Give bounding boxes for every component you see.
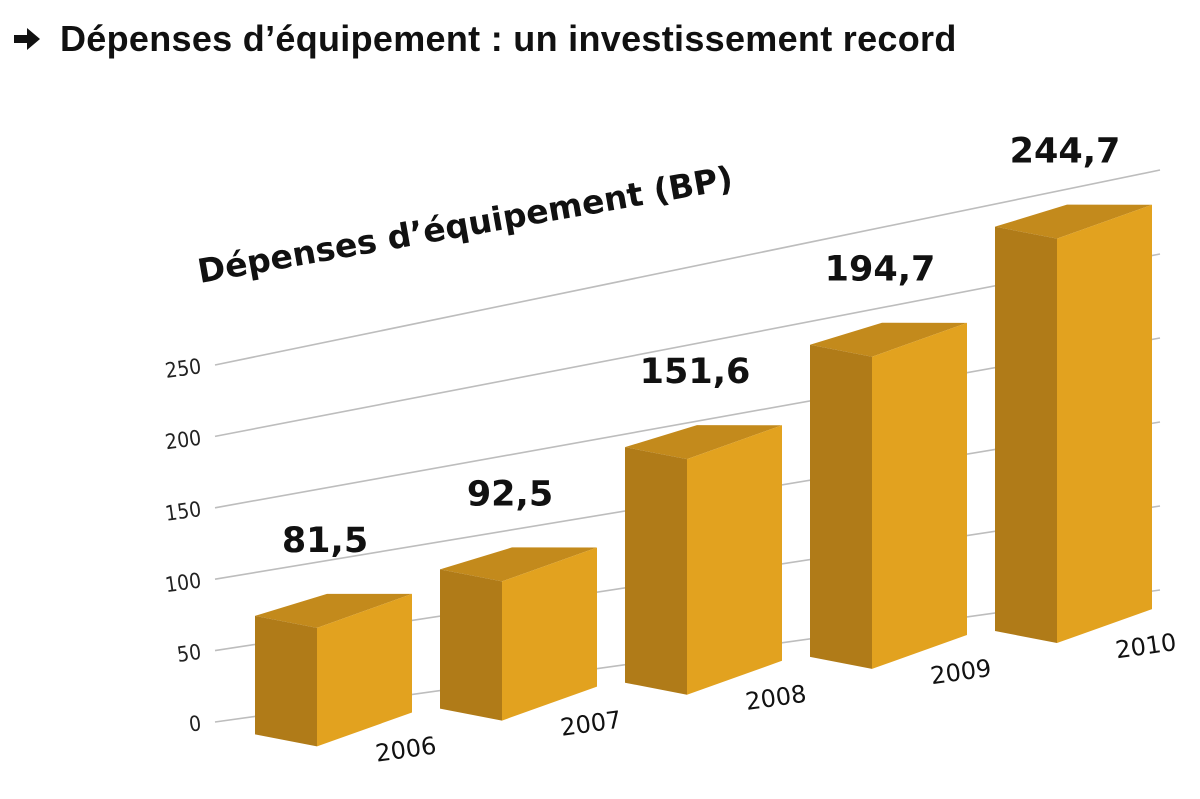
page-title: Dépenses d’équipement : un investissemen… <box>60 18 957 59</box>
value-label: 244,7 <box>1010 132 1121 172</box>
bar-front <box>872 322 967 669</box>
bar-front <box>502 547 597 721</box>
right-arrow-icon <box>12 26 42 52</box>
bar-front <box>1057 204 1152 644</box>
y-tick-label: 250 <box>164 354 203 383</box>
bar-top <box>440 547 597 582</box>
bar-side <box>810 344 872 669</box>
bar-top <box>625 425 782 460</box>
chart-title-layer: Dépenses d’équipement (BP) <box>195 158 736 291</box>
bar-side <box>440 569 502 721</box>
bar-side <box>255 615 317 747</box>
y-tick-label: 150 <box>164 497 203 526</box>
x-tick-label: 2006 <box>374 731 438 767</box>
bar-2006 <box>255 593 412 747</box>
bar-side <box>995 226 1057 644</box>
gridline <box>214 169 1161 366</box>
y-tick-label: 0 <box>187 711 202 736</box>
value-label: 194,7 <box>825 250 936 290</box>
bars-layer <box>255 204 1152 747</box>
bar-2007 <box>440 547 597 721</box>
x-tick-label: 2008 <box>744 680 808 716</box>
bar-front <box>687 425 782 695</box>
value-label: 92,5 <box>467 474 553 514</box>
x-tick-label: 2007 <box>559 706 623 742</box>
bar-2009 <box>810 322 967 669</box>
x-tick-label: 2009 <box>929 654 993 690</box>
chart-title: Dépenses d’équipement (BP) <box>195 158 736 291</box>
page-heading: Dépenses d’équipement : un investissemen… <box>12 18 957 60</box>
bar-top <box>995 204 1152 239</box>
value-label: 81,5 <box>282 521 368 561</box>
bar-side <box>625 447 687 695</box>
bar-front <box>317 593 412 747</box>
bar-top <box>810 322 967 357</box>
bar-top <box>255 593 412 628</box>
x-tick-label: 2010 <box>1114 628 1178 664</box>
bar-2010 <box>995 204 1152 644</box>
y-tick-label: 50 <box>176 640 203 667</box>
y-tick-label: 200 <box>164 426 203 455</box>
y-tick-label: 100 <box>164 568 203 597</box>
bar-2008 <box>625 425 782 695</box>
value-label: 151,6 <box>640 352 751 392</box>
